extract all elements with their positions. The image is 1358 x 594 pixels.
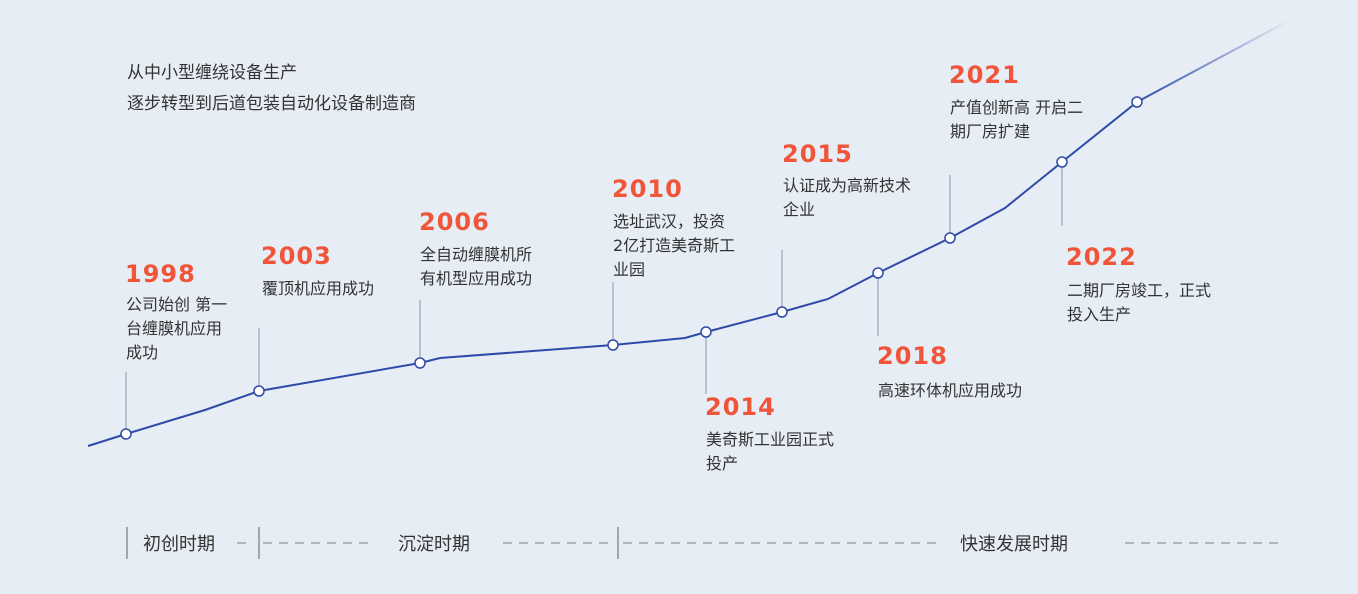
marker-2010 <box>607 339 619 351</box>
period-founding: 初创时期 <box>143 534 215 555</box>
year-2014: 2014 <box>705 393 776 421</box>
marker-end <box>1131 96 1143 108</box>
year-2010: 2010 <box>612 175 683 203</box>
intro-line-2: 逐步转型到后道包装自动化设备制造商 <box>127 94 416 114</box>
desc-2010: 选址武汉，投资 2亿打造美奇斯工 业园 <box>613 212 736 279</box>
marker-2022 <box>1056 156 1068 168</box>
period-rapid-growth: 快速发展时期 <box>960 534 1068 555</box>
desc-2022: 二期厂房竣工，正式 投入生产 <box>1067 281 1212 324</box>
marker-stems <box>125 166 1063 430</box>
year-2022: 2022 <box>1066 243 1137 271</box>
desc-2003: 覆顶机应用成功 <box>262 279 375 298</box>
period-ticks <box>126 527 619 559</box>
marker-2014 <box>700 326 712 338</box>
desc-2018: 高速环体机应用成功 <box>878 381 1023 400</box>
marker-2003 <box>253 385 265 397</box>
desc-1998: 公司始创 第一 台缠膜机应用 成功 <box>126 295 228 362</box>
desc-2015: 认证成为高新技术 企业 <box>783 176 912 219</box>
desc-2021: 产值创新高 开启二 期厂房扩建 <box>950 98 1084 141</box>
marker-2021 <box>944 232 956 244</box>
year-2018: 2018 <box>877 342 948 370</box>
intro-line-1: 从中小型缠绕设备生产 <box>127 63 297 83</box>
desc-2014: 美奇斯工业园正式 投产 <box>706 430 835 473</box>
desc-2006: 全自动缠膜机所 有机型应用成功 <box>420 245 533 288</box>
year-2006: 2006 <box>419 208 490 236</box>
marker-1998 <box>120 428 132 440</box>
year-1998: 1998 <box>125 260 196 288</box>
period-accumulation: 沉淀时期 <box>398 534 470 555</box>
year-2021: 2021 <box>949 61 1020 89</box>
growth-line-fade <box>1136 19 1291 103</box>
year-2003: 2003 <box>261 242 332 270</box>
year-2015: 2015 <box>782 140 853 168</box>
marker-2015 <box>776 306 788 318</box>
marker-2018 <box>872 267 884 279</box>
growth-line <box>87 101 1138 447</box>
marker-2006 <box>414 357 426 369</box>
